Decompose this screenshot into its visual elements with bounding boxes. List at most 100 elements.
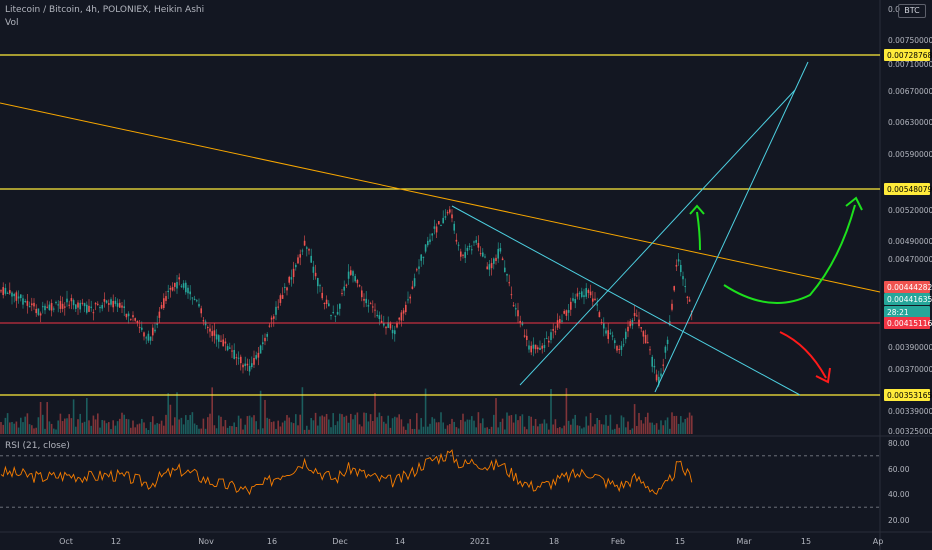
price-badge-label: 0.00728768: [887, 51, 932, 60]
volume-bar: [358, 424, 361, 434]
volume-bar: [651, 422, 653, 434]
price-tick: 0.00670000: [888, 87, 932, 96]
candle-body: [429, 239, 431, 243]
candle-body: [152, 327, 154, 336]
currency-badge[interactable]: BTC: [898, 4, 926, 18]
candle-body: [372, 306, 374, 308]
candle-body: [105, 300, 108, 303]
volume-bar: [416, 413, 418, 434]
volume-bar: [4, 417, 7, 434]
candle-body: [424, 244, 427, 252]
volume-bar: [37, 417, 40, 434]
volume-bar: [81, 422, 84, 434]
candle-body: [367, 305, 370, 307]
volume-bar: [435, 422, 438, 434]
candle-body: [321, 292, 323, 299]
volume-bar: [251, 417, 253, 434]
candle-body: [473, 241, 475, 243]
candle-body: [460, 251, 462, 257]
volume-bar: [301, 387, 304, 434]
candle-body: [629, 321, 631, 327]
candle-body: [666, 339, 669, 345]
volume-bar: [202, 418, 205, 434]
candle-body: [688, 299, 691, 302]
rsi-tick: 20.00: [888, 516, 910, 525]
volume-bar: [253, 415, 255, 434]
volume-bar: [578, 425, 581, 434]
volume-bar: [552, 424, 554, 434]
time-axis[interactable]: Oct 12 Nov 16 Dec 14 2021 18 Feb 15 Mar 15 Ap: [59, 537, 883, 546]
candle-body: [633, 313, 636, 316]
candle-body: [176, 282, 178, 289]
volume-bar: [508, 415, 510, 434]
candle-body: [226, 346, 229, 351]
green-arrow-head: [689, 204, 705, 215]
price-axis[interactable]: 0.00750000 0.00710000 0.00670000 0.00630000…: [884, 5, 932, 525]
volume-bar: [312, 420, 315, 434]
candle-body: [61, 303, 64, 309]
candle-body: [193, 298, 196, 300]
candle-body: [598, 312, 601, 318]
candle-body: [686, 296, 689, 299]
volume-bar: [42, 414, 44, 434]
volume-bar: [275, 428, 277, 434]
volume-bar: [468, 419, 471, 434]
volume-bar: [662, 425, 664, 434]
volume-bar: [550, 388, 552, 434]
candle-body: [171, 287, 174, 291]
volume-bar: [517, 420, 519, 434]
volume-bar: [332, 413, 334, 434]
candle-body: [407, 299, 409, 301]
candle-body: [374, 309, 376, 311]
candle-body: [541, 345, 543, 349]
candle-body: [556, 320, 559, 328]
candle-body: [552, 329, 554, 331]
volume-bar: [92, 415, 95, 434]
candle-body: [589, 291, 592, 296]
volume-bar: [264, 399, 266, 434]
volume-bar: [356, 412, 359, 434]
volume-bar: [132, 420, 134, 434]
volume-bar: [618, 427, 620, 434]
volume-bar: [677, 423, 680, 434]
rsi-tick: 60.00: [888, 465, 910, 474]
volume-bar: [515, 414, 517, 434]
volume-bar: [541, 423, 543, 434]
candle-body: [31, 303, 33, 306]
candle-body: [332, 312, 334, 314]
volume-bar: [198, 428, 200, 434]
candle-body: [537, 347, 539, 350]
candle-body: [127, 313, 130, 317]
volume-bar: [138, 423, 141, 434]
candle-body: [308, 249, 310, 251]
volume-bar: [464, 421, 466, 434]
candle-body: [603, 322, 605, 329]
volume-bar: [110, 429, 112, 434]
candle-body: [596, 304, 598, 306]
candle-body: [292, 268, 295, 278]
volume-bar: [257, 429, 260, 434]
price-tick: 0.00590000: [888, 150, 932, 159]
volume-bar: [446, 425, 449, 434]
candle-body: [684, 286, 686, 288]
candle-body: [438, 221, 440, 225]
candle-body: [138, 327, 141, 329]
candle-body: [431, 233, 433, 236]
candle-body: [363, 298, 365, 301]
candle-body: [532, 344, 535, 349]
candle-body: [185, 282, 187, 293]
volume-bar: [473, 420, 475, 434]
volume-bar: [336, 421, 339, 434]
candle-body: [660, 373, 662, 377]
volume-bar: [94, 419, 97, 434]
candle-body: [378, 315, 381, 320]
candle-body: [116, 303, 119, 307]
volume-bar: [193, 423, 196, 434]
candle-body: [15, 292, 18, 301]
volume-bar: [528, 415, 530, 434]
volume-bar: [88, 420, 90, 434]
candle-body: [248, 365, 251, 372]
volume-bar: [658, 429, 660, 434]
candle-body: [130, 318, 132, 320]
